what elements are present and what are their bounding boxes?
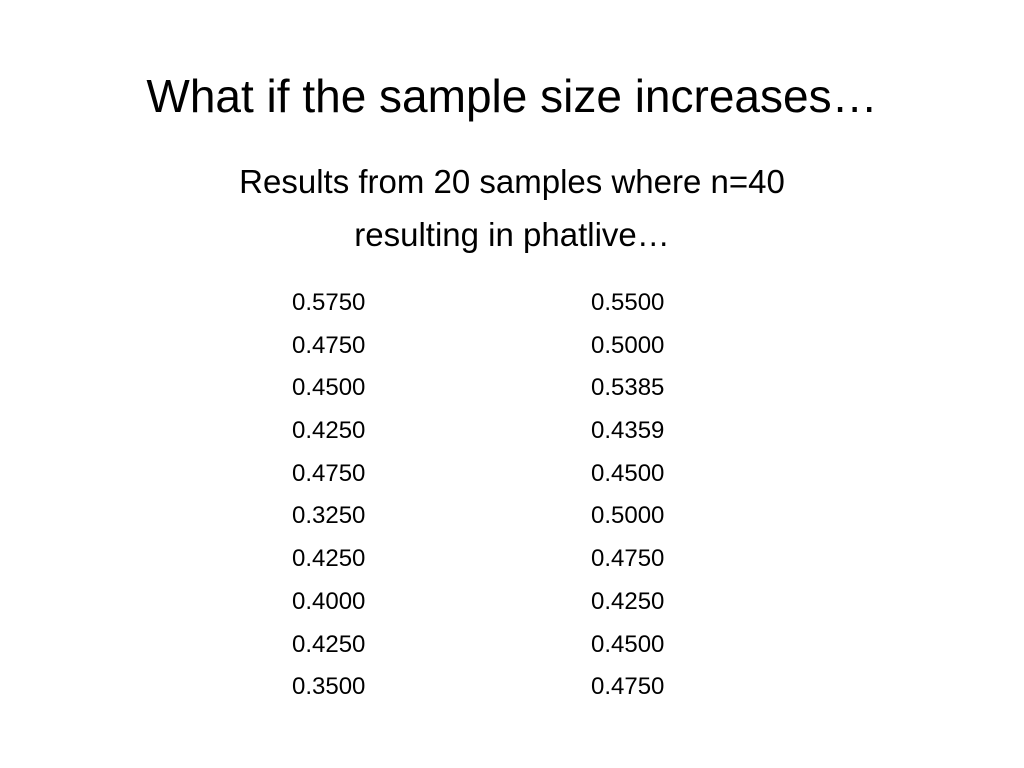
value-cell: 0.4500 [591,459,665,487]
subtitle-line: resulting in phatlive… [354,216,670,253]
value-cell: 0.4250 [292,417,366,445]
value-column: 0.5500 0.5000 0.5385 0.4359 0.4500 0.5000 0.47… [591,282,664,709]
value-cell: 0.3250 [292,502,366,530]
value-cell: 0.4250 [292,545,366,573]
value-cell: 0.4250 [591,587,665,615]
value-cell: 0.4500 [591,630,665,658]
value-cell: 0.5000 [591,331,665,359]
value-cell: 0.4359 [591,417,665,445]
value-cell: 0.4750 [292,331,366,359]
value-cell: 0.4500 [292,374,366,402]
subtitle-line: Results from 20 samples where n=40 [239,163,785,200]
value-cell: 0.5000 [591,502,665,530]
value-cell: 0.4750 [591,545,665,573]
value-cell: 0.5385 [591,374,665,402]
value-cell: 0.4250 [292,630,366,658]
value-cell: 0.5500 [591,289,665,316]
value-cell: 0.4000 [292,587,366,615]
value-column: 0.5750 0.4750 0.4500 0.4250 0.4750 0.3250 0.42… [292,282,365,709]
value-cell: 0.4750 [591,673,665,701]
slide-title: What if the sample size increases… [146,70,878,122]
value-cell: 0.5750 [292,289,366,316]
value-cell: 0.3500 [292,673,366,701]
value-cell: 0.4750 [292,459,366,487]
